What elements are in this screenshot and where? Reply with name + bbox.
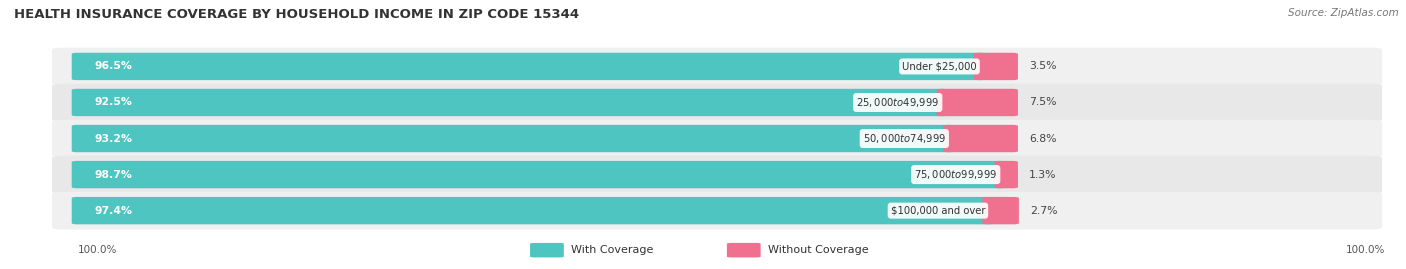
Text: $100,000 and over: $100,000 and over bbox=[890, 206, 986, 216]
Text: With Coverage: With Coverage bbox=[571, 245, 654, 255]
FancyBboxPatch shape bbox=[52, 156, 1382, 193]
Text: 2.7%: 2.7% bbox=[1031, 206, 1057, 216]
FancyBboxPatch shape bbox=[72, 89, 948, 116]
Text: 100.0%: 100.0% bbox=[77, 245, 117, 255]
Text: 6.8%: 6.8% bbox=[1029, 133, 1057, 144]
Text: 98.7%: 98.7% bbox=[94, 169, 132, 180]
Text: 96.5%: 96.5% bbox=[94, 61, 132, 72]
Text: Under $25,000: Under $25,000 bbox=[903, 61, 977, 72]
Text: 7.5%: 7.5% bbox=[1029, 97, 1057, 108]
FancyBboxPatch shape bbox=[52, 84, 1382, 121]
FancyBboxPatch shape bbox=[936, 89, 1018, 116]
FancyBboxPatch shape bbox=[72, 197, 994, 224]
Text: 97.4%: 97.4% bbox=[94, 206, 132, 216]
Text: 3.5%: 3.5% bbox=[1029, 61, 1057, 72]
Text: 92.5%: 92.5% bbox=[94, 97, 132, 108]
Text: Without Coverage: Without Coverage bbox=[768, 245, 869, 255]
FancyBboxPatch shape bbox=[943, 125, 1018, 152]
Text: 100.0%: 100.0% bbox=[1346, 245, 1385, 255]
FancyBboxPatch shape bbox=[983, 197, 1019, 224]
Text: 93.2%: 93.2% bbox=[94, 133, 132, 144]
FancyBboxPatch shape bbox=[974, 53, 1018, 80]
Text: $50,000 to $74,999: $50,000 to $74,999 bbox=[863, 132, 946, 145]
FancyBboxPatch shape bbox=[72, 53, 986, 80]
FancyBboxPatch shape bbox=[727, 243, 761, 257]
Text: HEALTH INSURANCE COVERAGE BY HOUSEHOLD INCOME IN ZIP CODE 15344: HEALTH INSURANCE COVERAGE BY HOUSEHOLD I… bbox=[14, 8, 579, 21]
Text: $75,000 to $99,999: $75,000 to $99,999 bbox=[914, 168, 997, 181]
Text: 1.3%: 1.3% bbox=[1029, 169, 1057, 180]
Text: Source: ZipAtlas.com: Source: ZipAtlas.com bbox=[1288, 8, 1399, 18]
FancyBboxPatch shape bbox=[52, 120, 1382, 157]
FancyBboxPatch shape bbox=[72, 161, 1005, 188]
FancyBboxPatch shape bbox=[72, 125, 955, 152]
FancyBboxPatch shape bbox=[530, 243, 564, 257]
FancyBboxPatch shape bbox=[994, 161, 1018, 188]
Text: $25,000 to $49,999: $25,000 to $49,999 bbox=[856, 96, 939, 109]
FancyBboxPatch shape bbox=[52, 48, 1382, 85]
FancyBboxPatch shape bbox=[52, 192, 1382, 229]
